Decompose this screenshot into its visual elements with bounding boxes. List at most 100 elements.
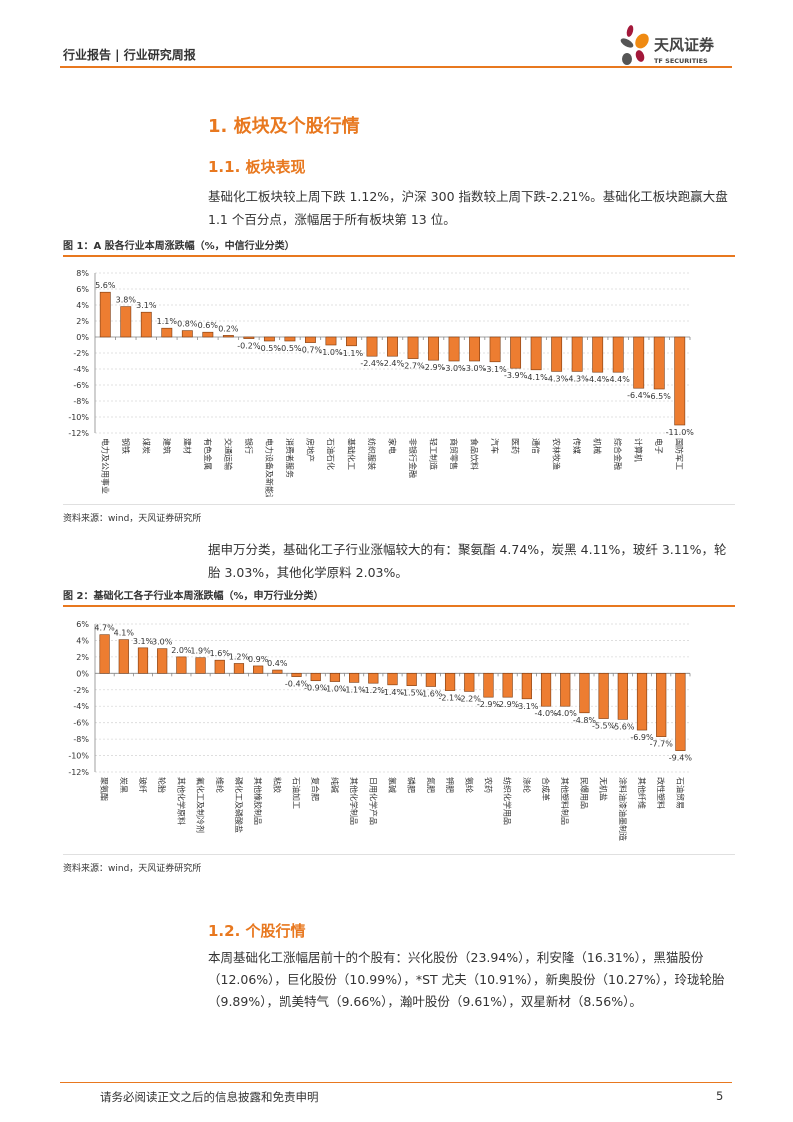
bar bbox=[202, 331, 214, 338]
footer-disclaimer: 请务必阅读正文之后的信息披露和免责申明 bbox=[100, 1090, 319, 1104]
category-label: 建材 bbox=[182, 438, 192, 454]
category-label: 银行 bbox=[244, 438, 254, 454]
data-label: 1.6% bbox=[210, 649, 231, 658]
data-label: -6.5% bbox=[648, 392, 672, 401]
category-label: 钢铁 bbox=[121, 438, 131, 454]
data-label: -0.2% bbox=[237, 342, 261, 351]
bar bbox=[407, 336, 419, 359]
data-label: -2.9% bbox=[477, 700, 501, 709]
y-tick-label: -2% bbox=[73, 349, 89, 358]
category-label: 电力设备及新能源 bbox=[264, 438, 274, 497]
category-label: 机械 bbox=[593, 438, 603, 454]
bar bbox=[329, 673, 341, 682]
bar bbox=[233, 663, 245, 674]
data-label: 0.8% bbox=[177, 320, 198, 329]
bar bbox=[633, 336, 645, 389]
y-tick-label: -8% bbox=[73, 397, 89, 406]
bar bbox=[305, 336, 316, 343]
bar bbox=[598, 673, 609, 719]
data-label: -3.0% bbox=[463, 364, 487, 373]
category-label: 磷化工及磷酸盐 bbox=[234, 777, 244, 833]
data-label: -1.0% bbox=[323, 685, 347, 694]
subsection-heading: 1.1. 板块表现 bbox=[208, 158, 306, 176]
bar bbox=[444, 673, 456, 691]
top-stocks-paragraph: 本周基础化工涨幅居前十的个股有：兴化股份（23.94%），利安隆（16.31%）… bbox=[208, 950, 725, 1009]
bar bbox=[99, 291, 111, 338]
data-label: -0.5% bbox=[278, 344, 302, 353]
category-label: 钾肥 bbox=[445, 777, 454, 793]
category-label: 基础化工 bbox=[346, 438, 356, 470]
bar bbox=[551, 336, 563, 372]
category-label: 其他化学原料 bbox=[176, 777, 186, 825]
bar bbox=[181, 330, 193, 338]
bar bbox=[636, 673, 648, 731]
bar bbox=[674, 336, 686, 426]
subsection-heading-stocks: 1.2. 个股行情 bbox=[208, 922, 306, 940]
category-label: 石油石化 bbox=[326, 438, 336, 470]
bar bbox=[137, 647, 149, 674]
bar bbox=[161, 327, 173, 338]
y-tick-label: -12% bbox=[68, 768, 89, 777]
category-label: 复合肥 bbox=[311, 777, 321, 801]
tf-securities-logo: 天风证券 TF SECURITIES bbox=[620, 25, 715, 65]
category-label: 非银行金融 bbox=[408, 438, 418, 478]
bar bbox=[310, 673, 321, 682]
category-label: 汽车 bbox=[490, 438, 500, 454]
bar bbox=[612, 336, 624, 373]
data-label: -6.9% bbox=[630, 733, 654, 742]
category-label: 轮胎 bbox=[157, 777, 167, 793]
category-label: 纺织化学用品 bbox=[503, 777, 513, 825]
category-label: 家电 bbox=[388, 438, 398, 454]
data-label: 3.1% bbox=[133, 637, 154, 646]
bar bbox=[284, 336, 296, 342]
category-label: 氯碱 bbox=[388, 777, 398, 793]
bar bbox=[653, 336, 665, 390]
subindustry-paragraph: 据申万分类，基础化工子行业涨幅较大的有：聚氨酯 4.74%，炭黑 4.11%，玻… bbox=[208, 542, 727, 580]
category-label: 纯碱 bbox=[330, 777, 340, 793]
data-label: -2.1% bbox=[438, 694, 462, 703]
bar bbox=[540, 673, 552, 707]
y-tick-label: 2% bbox=[76, 317, 89, 326]
bar bbox=[368, 673, 379, 684]
category-label: 纺织服装 bbox=[367, 438, 377, 470]
data-label: 0.6% bbox=[198, 321, 219, 330]
bar bbox=[510, 336, 522, 369]
y-tick-label: 6% bbox=[76, 285, 89, 294]
bar bbox=[291, 673, 302, 677]
data-label: -1.0% bbox=[319, 348, 343, 357]
data-label: -4.8% bbox=[573, 716, 597, 725]
bar bbox=[195, 657, 206, 674]
category-label: 民爆用品 bbox=[579, 777, 589, 809]
category-label: 商贸零售 bbox=[449, 438, 459, 470]
logo-text: 天风证券 bbox=[654, 36, 715, 54]
bar bbox=[656, 673, 667, 737]
data-label: -2.9% bbox=[422, 363, 446, 372]
data-label: 4.1% bbox=[114, 629, 135, 638]
bar bbox=[325, 336, 337, 346]
category-label: 轻工制造 bbox=[429, 438, 439, 470]
category-label: 维纶 bbox=[215, 777, 225, 793]
data-label: -11.0% bbox=[666, 428, 695, 437]
data-label: -0.5% bbox=[258, 344, 282, 353]
data-label: -4.3% bbox=[545, 374, 569, 383]
y-tick-label: -10% bbox=[68, 752, 89, 761]
data-label: -1.4% bbox=[381, 688, 405, 697]
category-label: 建筑 bbox=[162, 438, 172, 454]
data-label: -4.4% bbox=[586, 375, 610, 384]
bar bbox=[222, 335, 234, 338]
data-label: -4.4% bbox=[607, 375, 631, 384]
data-label: -3.1% bbox=[483, 365, 507, 374]
data-label: -5.5% bbox=[592, 722, 616, 731]
category-label: 石油贸易 bbox=[675, 777, 685, 809]
bar bbox=[120, 306, 132, 338]
category-label: 其他塑料制品 bbox=[560, 777, 570, 825]
category-label: 改性塑料 bbox=[656, 777, 666, 809]
data-label: -5.6% bbox=[611, 722, 635, 731]
bar bbox=[346, 336, 357, 347]
figure-2-title: 图 2：基础化工各子行业本周涨跌幅（%，申万行业分类） bbox=[63, 587, 735, 607]
category-label: 氮肥 bbox=[426, 777, 436, 793]
category-label: 聚氨酯 bbox=[100, 777, 110, 801]
category-label: 综合金融 bbox=[613, 438, 623, 470]
data-label: -2.7% bbox=[401, 362, 425, 371]
footer-divider bbox=[60, 1082, 732, 1083]
